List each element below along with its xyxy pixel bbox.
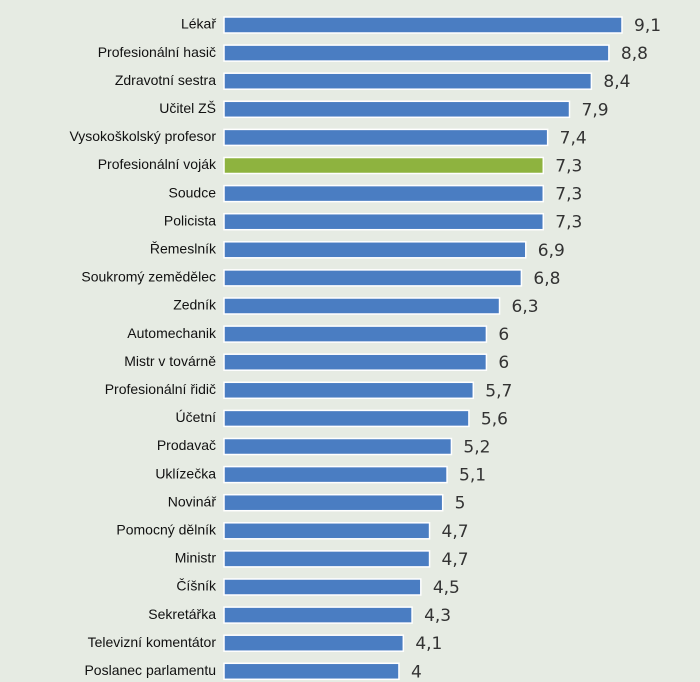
- bar: [223, 550, 431, 568]
- value-label: 7,3: [555, 157, 582, 177]
- bar: [223, 381, 475, 400]
- category-label: Profesionální hasič: [98, 44, 216, 60]
- bar: [223, 325, 488, 343]
- bar: [223, 465, 448, 484]
- value-label: 9,1: [634, 16, 661, 36]
- bar: [223, 662, 400, 681]
- value-label: 5: [455, 494, 466, 514]
- value-label: 5,6: [481, 409, 508, 429]
- category-label: Soudce: [169, 184, 217, 200]
- category-label: Zedník: [173, 297, 217, 313]
- value-label: 5,7: [485, 381, 512, 401]
- category-label: Učitel ZŠ: [159, 100, 216, 116]
- bar: [223, 16, 623, 34]
- bar: [223, 100, 571, 119]
- value-label: 4: [411, 662, 422, 682]
- value-label: 4,3: [424, 606, 451, 626]
- bar: [223, 128, 549, 147]
- value-label: 7,9: [582, 100, 609, 120]
- category-label: Ministr: [175, 550, 217, 566]
- bar: [223, 72, 593, 90]
- value-label: 7,3: [555, 213, 582, 233]
- bar: [223, 297, 501, 315]
- bar: [223, 184, 545, 203]
- bar: [223, 212, 545, 231]
- bar: [223, 578, 422, 596]
- value-label: 6: [498, 353, 509, 373]
- bar: [223, 44, 610, 62]
- value-label: 5,2: [463, 438, 490, 458]
- value-label: 6: [498, 325, 509, 345]
- category-label: Pomocný dělník: [116, 522, 217, 538]
- category-label: Zdravotní sestra: [115, 72, 216, 88]
- category-label: Profesionální voják: [98, 156, 217, 172]
- value-label: 6,9: [538, 241, 565, 261]
- value-label: 6,3: [512, 297, 539, 317]
- value-label: 4,7: [442, 550, 469, 570]
- bar: [223, 437, 453, 456]
- category-label: Novinář: [168, 493, 217, 509]
- category-label: Soukromý zemědělec: [81, 269, 216, 285]
- bar: [223, 606, 413, 624]
- bar: [223, 269, 523, 287]
- value-label: 7,4: [560, 128, 587, 148]
- category-label: Profesionální řidič: [105, 381, 216, 397]
- category-label: Policista: [164, 212, 216, 228]
- bar: [223, 409, 470, 428]
- bar: [223, 634, 405, 652]
- category-label: Vysokoškolský profesor: [69, 128, 216, 144]
- value-label: 8,4: [603, 72, 630, 92]
- category-label: Účetní: [176, 409, 217, 425]
- value-label: 4,5: [433, 578, 460, 598]
- category-label: Prodavač: [157, 437, 216, 453]
- category-label: Automechanik: [127, 325, 217, 341]
- value-label: 8,8: [621, 44, 648, 64]
- category-label: Poslanec parlamentu: [84, 662, 216, 678]
- category-label: Lékař: [181, 16, 216, 32]
- bar: [223, 353, 488, 371]
- category-label: Řemeslník: [150, 241, 217, 257]
- category-label: Číšník: [176, 578, 217, 594]
- category-label: Televizní komentátor: [88, 634, 217, 650]
- value-label: 5,1: [459, 466, 486, 486]
- value-label: 4,1: [415, 634, 442, 654]
- bar: [223, 241, 527, 259]
- bar: [223, 493, 444, 512]
- value-label: 6,8: [533, 269, 560, 289]
- bar: [223, 156, 545, 175]
- value-label: 7,3: [555, 185, 582, 205]
- category-label: Uklízečka: [155, 465, 216, 481]
- category-label: Mistr v továrně: [124, 353, 216, 369]
- bar: [223, 522, 431, 540]
- value-label: 4,7: [442, 522, 469, 542]
- category-label: Sekretářka: [148, 606, 216, 622]
